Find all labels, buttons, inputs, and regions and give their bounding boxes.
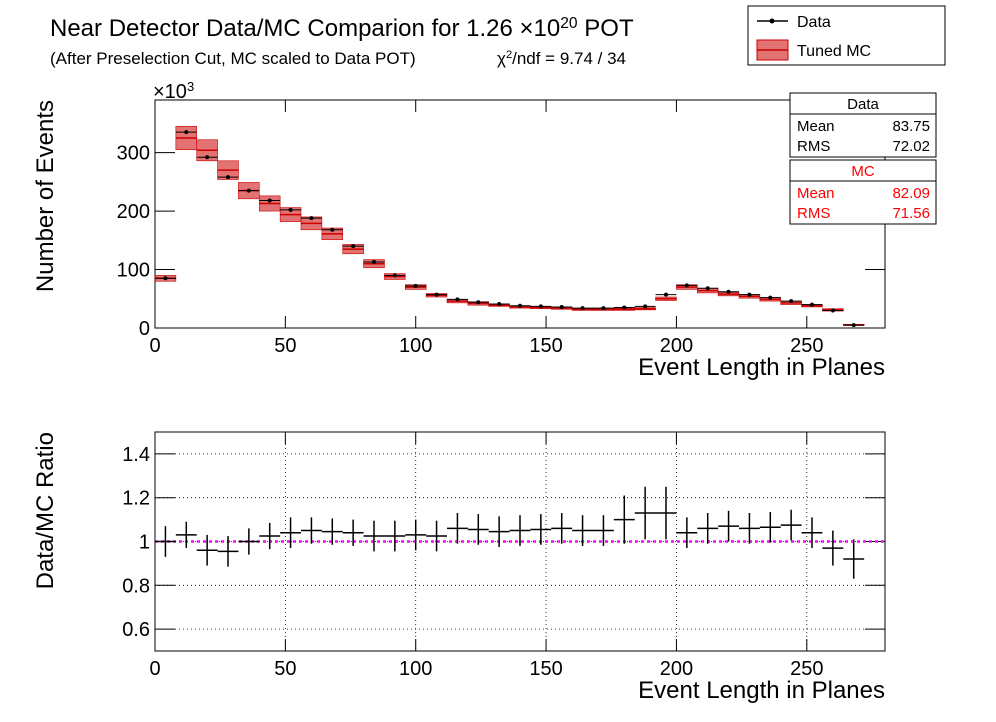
stats-key: Mean xyxy=(797,118,835,135)
y-tick-label: 1 xyxy=(139,532,150,554)
superscript: 20 xyxy=(560,15,578,32)
x-tick-label: 200 xyxy=(660,658,693,680)
y-tick-label: 1.4 xyxy=(122,444,150,466)
stats-value: 71.56 xyxy=(892,205,930,222)
data-point xyxy=(476,300,481,305)
legend-marker xyxy=(769,18,775,24)
data-point xyxy=(810,302,814,307)
data-point xyxy=(851,323,856,328)
data-point xyxy=(205,155,210,160)
stats-value: 72.02 xyxy=(892,138,930,155)
data-point xyxy=(538,304,543,309)
text-group: χ2/ndf = 9.74 / 34 xyxy=(497,49,626,68)
data-point xyxy=(559,304,564,309)
stats-box xyxy=(789,159,937,225)
x-axis-title: Event Length in Planes xyxy=(638,677,885,704)
stats-key: RMS xyxy=(797,205,830,222)
data-point xyxy=(267,198,272,203)
stats-value: 83.75 xyxy=(892,118,930,135)
y-axis-title: Number of Events xyxy=(32,100,59,292)
data-point xyxy=(768,295,773,300)
y-tick-label: 200 xyxy=(117,201,150,223)
data-point xyxy=(497,302,502,307)
x-tick-label: 250 xyxy=(790,658,823,680)
data-point xyxy=(789,299,794,304)
superscript: 3 xyxy=(187,79,194,94)
data-point xyxy=(455,297,460,302)
x-tick-label: 250 xyxy=(790,335,823,357)
y-tick-label: 100 xyxy=(117,260,150,282)
y-tick-label: 0.8 xyxy=(122,575,150,597)
data-point xyxy=(163,276,168,281)
data-point xyxy=(330,227,335,232)
data-point xyxy=(684,283,689,288)
x-tick-label: 200 xyxy=(660,335,693,357)
stats-key: RMS xyxy=(797,138,830,155)
data-point xyxy=(372,259,376,264)
text-group: ×103 xyxy=(153,79,194,104)
data-point xyxy=(580,306,585,311)
x-axis-title: Event Length in Planes xyxy=(638,354,885,381)
data-point xyxy=(664,292,668,297)
x-tick-label: 0 xyxy=(149,658,160,680)
data-point xyxy=(622,305,627,310)
data-point xyxy=(309,216,314,221)
x-tick-label: 50 xyxy=(274,335,296,357)
y-tick-label: 0 xyxy=(139,318,150,340)
x-tick-label: 100 xyxy=(399,658,432,680)
stats-key: Mean xyxy=(797,185,835,202)
data-point xyxy=(246,188,251,193)
data-point xyxy=(747,292,752,297)
data-point xyxy=(392,273,397,278)
text-group: Near Detector Data/MC Comparion for 1.26… xyxy=(50,15,634,43)
stats-title: Data xyxy=(847,96,879,113)
x-tick-label: 150 xyxy=(529,658,562,680)
data-point xyxy=(351,244,356,249)
data-point xyxy=(830,308,835,313)
stats-box xyxy=(789,92,937,158)
stats-title: MC xyxy=(851,163,874,180)
data-point xyxy=(601,306,606,311)
data-point xyxy=(434,292,439,297)
x-tick-label: 50 xyxy=(274,658,296,680)
text-part: /ndf = 9.74 / 34 xyxy=(512,49,626,68)
stats-value: 82.09 xyxy=(892,185,930,202)
x-tick-label: 150 xyxy=(529,335,562,357)
data-point xyxy=(643,304,648,309)
text-part: POT xyxy=(578,15,634,42)
data-point xyxy=(518,303,522,308)
legend-label: Tuned MC xyxy=(797,43,871,60)
y-tick-label: 0.6 xyxy=(122,619,150,641)
superscript: 2 xyxy=(506,49,512,61)
subtitle: (After Preselection Cut, MC scaled to Da… xyxy=(50,49,416,68)
data-point xyxy=(726,289,731,294)
data-point xyxy=(226,175,230,180)
legend-label: Data xyxy=(797,14,831,31)
x-tick-label: 100 xyxy=(399,335,432,357)
data-point xyxy=(288,207,293,212)
text-part: Near Detector Data/MC Comparion for 1.26… xyxy=(50,15,560,42)
y-axis-title: Data/MC Ratio xyxy=(32,432,59,589)
y-tick-label: 1.2 xyxy=(122,488,150,510)
text-part: ×10 xyxy=(153,81,187,103)
data-point xyxy=(184,130,189,135)
text-part: χ xyxy=(497,49,506,68)
x-tick-label: 0 xyxy=(149,335,160,357)
data-point xyxy=(413,283,418,288)
y-tick-label: 300 xyxy=(117,143,150,165)
data-point xyxy=(705,286,710,291)
